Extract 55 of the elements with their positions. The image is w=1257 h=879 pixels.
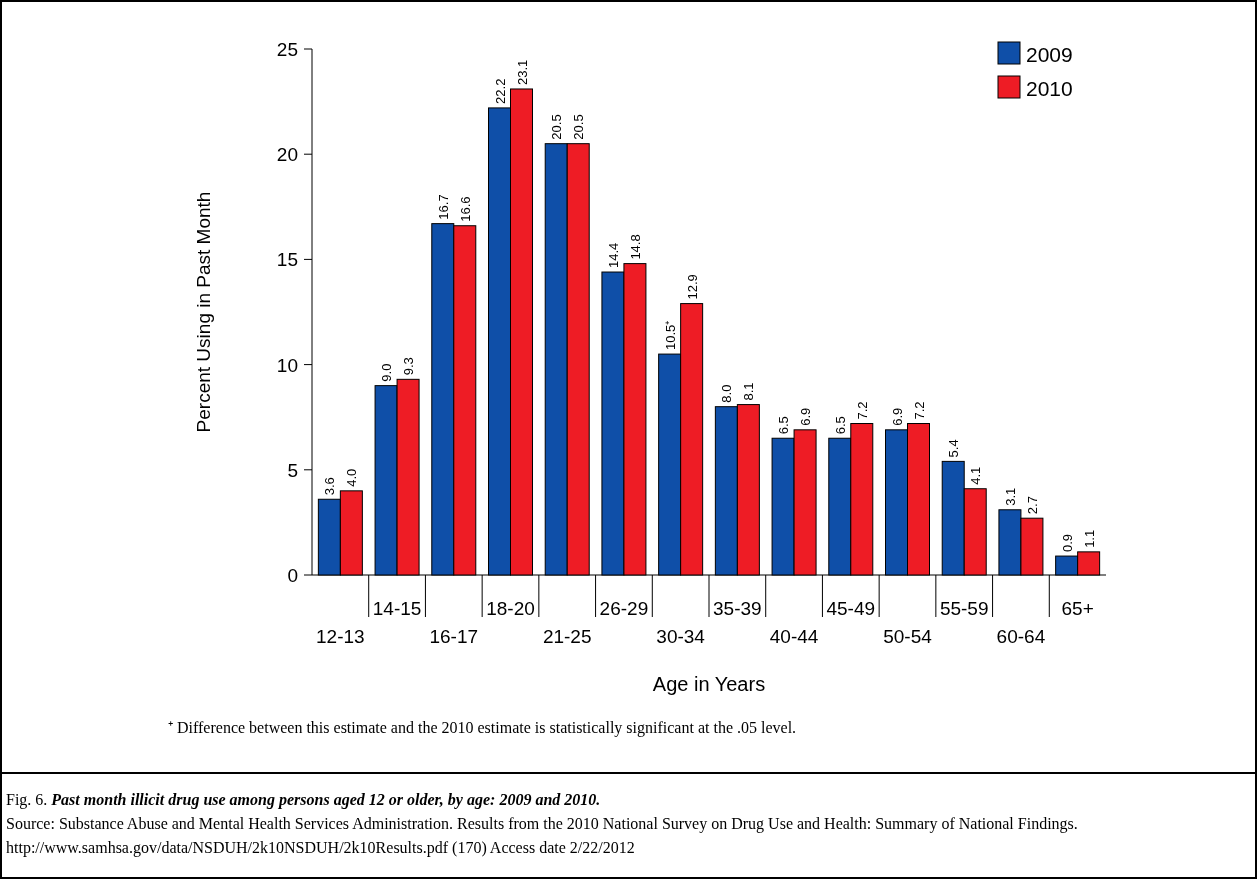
data-label: 6.9 [798, 407, 814, 426]
data-label: 2.7 [1024, 496, 1040, 515]
x-tick-label: 26-29 [599, 598, 649, 619]
x-tick-label: 50-54 [883, 626, 933, 647]
data-label: 9.3 [401, 357, 417, 376]
x-tick-label: 40-44 [769, 626, 819, 647]
x-tick-label: 55-59 [939, 598, 989, 619]
x-tick-label: 16-17 [429, 626, 479, 647]
data-label: 3.6 [322, 477, 338, 496]
data-label: 6.5 [776, 416, 792, 435]
y-tick-label: 20 [276, 144, 298, 166]
y-tick-label: 25 [276, 39, 298, 60]
data-label: 3.1 [1002, 487, 1018, 506]
data-label: 4.1 [968, 466, 984, 485]
data-label: 5.4 [946, 439, 962, 458]
data-label: 16.7 [435, 194, 451, 220]
data-label: 20.5 [571, 114, 587, 140]
data-label: 8.1 [741, 382, 757, 401]
x-tick-label: 60-64 [996, 626, 1046, 647]
x-tick-label: 12-13 [316, 626, 365, 647]
data-label: 6.5 [832, 416, 848, 435]
y-tick-label: 0 [287, 565, 298, 586]
data-label: 8.0 [719, 384, 735, 403]
data-label: 7.2 [854, 401, 870, 420]
y-axis-title: Percent Using in Past Month [193, 191, 214, 433]
data-label: 0.9 [1059, 533, 1075, 553]
data-label: 23.1 [514, 59, 530, 85]
x-tick-label: 14-15 [372, 598, 422, 619]
y-tick-label: 5 [287, 459, 298, 481]
x-axis-title: Age in Years [652, 673, 766, 695]
data-label: 4.0 [344, 468, 360, 487]
x-tick-label: 21-25 [542, 626, 592, 647]
legend-label: 2009 [1026, 43, 1073, 66]
y-tick-label: 15 [276, 249, 298, 271]
data-label: 14.8 [627, 234, 643, 260]
legend-label: 2010 [1026, 77, 1073, 100]
data-label: 14.4 [605, 242, 621, 269]
x-tick-label: 30-34 [656, 626, 706, 647]
data-label: 16.6 [457, 196, 473, 222]
data-label: 9.0 [379, 363, 395, 382]
source-note: Source: Substance Abuse and Mental Health Services Administration. Results from the 2010 National Survey on Drug Use and Health: Summary of National Findings. http://www.samhsa.gov/data/NSDUH/2k10NSDUH/2k10Results.pdf (170) Access date 2/22/2012 [6, 814, 1079, 859]
x-tick-label: 45-49 [826, 598, 876, 619]
x-tick-label: 65+ [1061, 598, 1094, 619]
data-label: 22.2 [492, 78, 508, 104]
x-tick-label: 18-20 [486, 598, 535, 619]
x-tick-label: 35-39 [713, 598, 762, 619]
data-label: 7.2 [911, 401, 927, 420]
text: ⁺ Difference between this estimate and the 2010 estimate is statistically significant at the .05 level. [168, 719, 797, 737]
data-label: 12.9 [684, 274, 700, 300]
y-tick-label: 10 [276, 354, 298, 376]
data-label: 6.9 [889, 407, 905, 426]
text: Fig. 6. Past month illicit drug use among persons aged 12 or older, by age: 2009 and 2010. [6, 790, 602, 811]
data-label: 10.5⁺ [662, 320, 678, 351]
data-label: 20.5 [549, 114, 565, 140]
data-label: 1.1 [1081, 529, 1097, 548]
